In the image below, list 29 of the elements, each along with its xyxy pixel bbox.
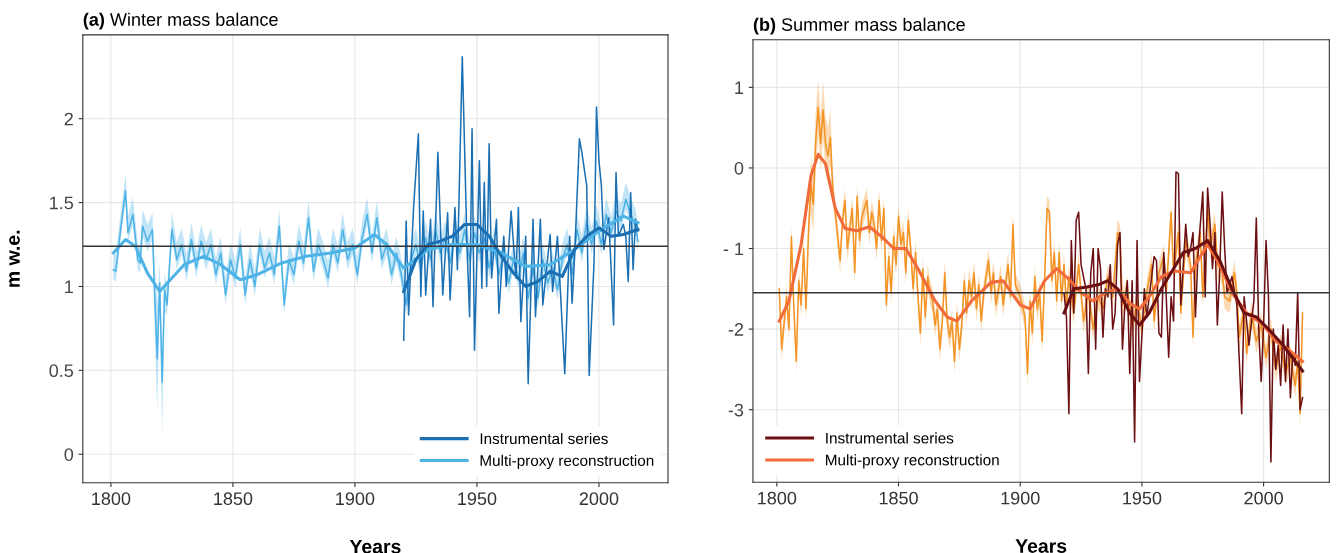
y-tick-label: 0 [734,161,744,175]
y-tick-label: 0 [64,448,74,461]
x-axis-title: Years [1015,539,1067,553]
y-tick-label: - 1 [723,242,744,256]
chart-title: (b) Summer mass balance [753,17,965,35]
x-tick-label: 1900 [336,492,375,506]
y-tick-label: -2 [728,323,744,336]
y-tick-label: 1 [735,81,744,94]
legend-label: Multi-proxy reconstruction [826,454,999,469]
x-tick-label: 1950 [458,492,497,506]
x-tick-label: 2000 [1244,491,1283,505]
y-axis-title: m w.e. [9,230,20,287]
x-tick-label: 1950 [1123,491,1162,505]
legend-label: Instrumental series [480,432,608,445]
y-tick-label: 2 [64,112,73,126]
legend-label: Multi-proxy reconstruction [480,454,654,470]
x-tick-label: 1900 [1001,491,1040,505]
x-tick-label: 2000 [579,492,619,506]
y-tick-label: 1.5 [50,196,74,210]
x-axis-title: Years [349,539,401,553]
y-tick-label: -3 [728,403,744,417]
x-tick-label: 1800 [92,492,131,506]
y-tick-label: 0.5 [49,364,74,378]
chart-title: (a) Winter mass balance [83,12,278,30]
y-tick-label: 1 [65,280,73,294]
x-tick-label: 1800 [758,491,797,505]
x-tick-label: 1850 [214,492,253,506]
x-tick-label: 1850 [879,491,918,505]
legend-label: Instrumental series [826,432,954,444]
